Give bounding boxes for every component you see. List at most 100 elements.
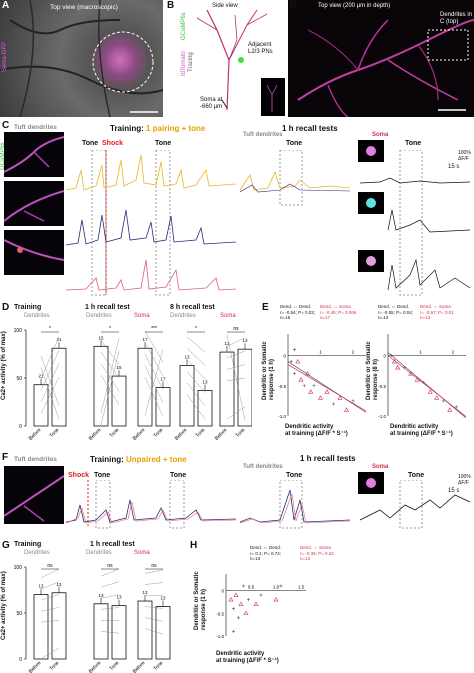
paired-line xyxy=(226,334,246,421)
x-tick-label: Before xyxy=(28,427,43,440)
tuft-dendrite-image-3 xyxy=(4,230,64,275)
n-label: 15 xyxy=(116,365,122,370)
f-recall-tuft: Tuft dendrites xyxy=(243,464,283,470)
panel-c-tuft-label: Tuft dendrites xyxy=(14,124,57,131)
paired-line xyxy=(40,363,60,403)
panel-bprime-inset-label: Dendrites in C (top) xyxy=(440,12,473,25)
n-label: 13 xyxy=(98,593,104,598)
panel-label-bprime: B’ xyxy=(290,0,300,11)
dendrite-point xyxy=(332,402,335,406)
n-label: 15 xyxy=(98,335,104,340)
h-xlabel: Dendritic activity at training (ΔF/F * S… xyxy=(216,651,279,664)
y-tick-label: 0 xyxy=(19,424,22,430)
panel-c-tone2: Tone xyxy=(155,140,172,147)
y-tick-label: -1.0 xyxy=(216,634,224,639)
x-tick-label: Tone xyxy=(49,660,61,672)
panel-label-g: G xyxy=(2,540,10,551)
n-label: 13 xyxy=(56,582,62,587)
x-tick-label: Before xyxy=(174,427,189,440)
paired-line xyxy=(144,617,164,622)
paired-line xyxy=(186,348,206,366)
paired-line xyxy=(144,342,164,377)
macroscopic-image xyxy=(0,0,163,117)
e-stats-left-a: Dend. ⇔ Dend. r= -0.54; P= 0.03; n=15 xyxy=(280,304,316,320)
soma-point xyxy=(343,407,350,412)
panel-e-scatter: 0 -0.5 -1.0 1 2 0 -0.5 -1.0 1 2 xyxy=(278,334,467,419)
panel-f-recall-traces xyxy=(240,480,350,529)
panel-c-soma-label: Soma xyxy=(372,132,389,138)
paired-line xyxy=(144,365,164,404)
panel-f-training-traces xyxy=(66,480,236,529)
soma-point xyxy=(238,601,244,606)
x-tick-label: 2 xyxy=(452,350,455,355)
sig-label: ns xyxy=(233,326,239,332)
panel-b-tag-tracing: Tracing xyxy=(188,52,194,72)
trace-blue-training xyxy=(66,209,236,246)
sig-label: * xyxy=(195,326,197,332)
y-tick-label: 50 xyxy=(16,611,22,617)
panel-c-side-tag: GCaMP6s xyxy=(0,142,6,170)
dendrite-point xyxy=(441,399,445,403)
soma-point xyxy=(298,377,304,382)
x-tick-label: Before xyxy=(28,660,43,673)
soma-point xyxy=(408,371,414,376)
panel-c-recall-traces xyxy=(240,150,350,206)
bar-before xyxy=(33,594,49,660)
paired-line xyxy=(144,606,164,609)
dendrite-point xyxy=(259,593,263,597)
x-tick-label: 1.5 xyxy=(298,585,305,590)
g-training-dendrites: Dendrites xyxy=(24,550,50,556)
y-tick-label: -1.0 xyxy=(278,414,286,419)
y-tick-label: 0 xyxy=(19,657,22,663)
paired-line xyxy=(186,359,206,380)
f-scale-s: 15 s xyxy=(448,488,460,494)
regression-line xyxy=(387,352,467,419)
f-tone1: Tone xyxy=(94,472,111,479)
soma-point xyxy=(228,596,234,602)
paired-line xyxy=(226,337,246,347)
paired-line xyxy=(100,594,120,599)
f-tuft-image xyxy=(4,466,64,524)
panel-label-c: C xyxy=(2,120,10,131)
soma-point xyxy=(233,592,239,597)
x-tick-label: 1.0 xyxy=(273,585,280,590)
soma-point xyxy=(243,610,249,616)
x-tick-label: Tone xyxy=(109,660,121,672)
dendrite-point xyxy=(289,360,293,364)
x-tick-label: 1 xyxy=(319,350,322,355)
paired-line xyxy=(100,351,120,379)
f-soma-label: Soma xyxy=(372,464,389,470)
dendrite-point xyxy=(302,384,306,388)
panel-c-tone1: Tone xyxy=(82,140,99,147)
paired-line xyxy=(226,350,246,359)
n-label: 21 xyxy=(38,374,44,379)
trace-yellow-training xyxy=(66,154,236,191)
paired-line xyxy=(40,376,60,414)
soma-point xyxy=(324,389,330,394)
dendrite-point xyxy=(242,584,245,588)
panel-label-e: E xyxy=(262,302,269,313)
tuft-dendrite-image-2 xyxy=(4,181,64,226)
y-tick-label: 0 xyxy=(383,354,386,359)
bar-tone xyxy=(111,605,127,660)
panel-b-soma-depth: Soma at -660 µm xyxy=(200,97,223,110)
d-recall8-dendrites: Dendrites xyxy=(170,313,196,319)
paired-line xyxy=(40,581,60,590)
x-tick-label: 2 xyxy=(352,350,355,355)
d-recall8-soma: Soma xyxy=(220,313,236,319)
panel-b-tag-gcamp: GCaMP6s xyxy=(181,12,187,40)
paired-line xyxy=(100,340,120,365)
sig-label: * xyxy=(109,326,111,332)
bar-tone xyxy=(197,390,213,427)
n-label: 21 xyxy=(56,337,62,342)
d-recall8-title: 8 h recall test xyxy=(170,304,215,311)
y-tick-label: 100 xyxy=(14,328,23,334)
panel-b-title: Side view xyxy=(212,3,238,9)
g-training-title: Training xyxy=(14,541,42,548)
x-tick-label: Tone xyxy=(195,427,207,439)
f-soma-tone: Tone xyxy=(408,472,425,479)
e-xlabel-right: Dendritic activity at training (ΔF/F * S… xyxy=(390,424,453,437)
panel-c-soma-traces xyxy=(360,150,470,296)
d-training-dendrites: Dendrites xyxy=(24,313,50,319)
f-tuft-label: Tuft dendrites xyxy=(14,456,57,463)
